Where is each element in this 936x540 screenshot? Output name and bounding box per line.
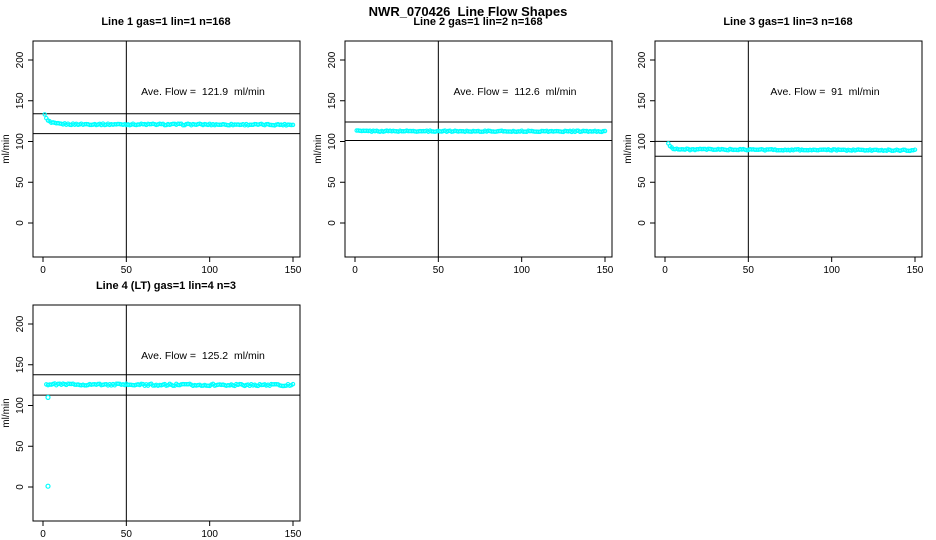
subplot-title: Line 3 gas=1 lin=3 n=168 — [723, 16, 853, 28]
y-axis: 0 50 100 150 200 ml/min — [1, 51, 33, 226]
data-point — [170, 383, 176, 388]
data-point — [601, 128, 606, 134]
x-axis: 0 50 100 150 — [40, 521, 302, 540]
x-tick-label: 0 — [40, 529, 46, 540]
y-tick-label: 200 — [15, 51, 26, 68]
data-point — [912, 147, 918, 152]
y-tick-label: 0 — [15, 484, 26, 490]
data-point — [289, 122, 294, 128]
x-tick-label: 150 — [285, 529, 302, 540]
y-tick-label: 150 — [15, 92, 26, 109]
plot-box — [654, 40, 923, 258]
y-tick-label: 100 — [327, 133, 338, 150]
x-tick-label: 0 — [352, 265, 358, 276]
y-tick-label: 100 — [15, 133, 26, 150]
y-tick-label: 200 — [15, 315, 26, 332]
ave-flow-annotation: Ave. Flow = 112.6 ml/min — [453, 86, 577, 98]
y-tick-label: 0 — [637, 220, 648, 226]
x-tick-label: 100 — [513, 265, 530, 276]
x-tick-label: 100 — [823, 265, 840, 276]
series-points — [354, 128, 608, 135]
y-tick-label: 100 — [15, 397, 26, 414]
reference-lines — [33, 41, 300, 257]
series-points — [42, 112, 296, 128]
plot-box — [32, 304, 301, 522]
data-point — [42, 112, 47, 117]
subplot-title: Line 4 (LT) gas=1 lin=4 n=3 — [95, 280, 237, 292]
data-point — [139, 381, 144, 387]
y-axis-label: ml/min — [313, 134, 324, 163]
ave-flow-annotation: Ave. Flow = 125.2 ml/min — [141, 350, 265, 362]
plot-box — [344, 40, 613, 258]
y-tick-label: 50 — [15, 176, 26, 188]
x-tick-label: 100 — [201, 265, 218, 276]
x-tick-label: 0 — [40, 265, 46, 276]
y-axis-label: ml/min — [1, 134, 12, 163]
ave-flow-annotation: Ave. Flow = 121.9 ml/min — [141, 86, 265, 98]
outlier-point — [45, 394, 51, 400]
y-tick-label: 150 — [327, 92, 338, 109]
x-tick-label: 50 — [743, 265, 755, 276]
x-tick-label: 50 — [121, 529, 133, 540]
y-axis: 0 50 100 150 200 ml/min — [1, 315, 33, 490]
data-point — [290, 381, 296, 387]
reference-lines — [345, 41, 612, 257]
x-tick-label: 0 — [662, 265, 668, 276]
subplot-title: Line 2 gas=1 lin=2 n=168 — [413, 16, 543, 28]
y-axis: 0 50 100 150 200 ml/min — [623, 51, 655, 226]
series-points — [44, 381, 296, 489]
y-tick-label: 50 — [327, 176, 338, 188]
y-tick-label: 0 — [15, 220, 26, 226]
y-axis-label: ml/min — [1, 398, 12, 427]
plot-area: 0 50 100 150 0 50 100 150 200 ml/min — [1, 304, 302, 540]
series-points — [666, 141, 918, 154]
y-axis: 0 50 100 150 200 ml/min — [313, 51, 345, 226]
x-tick-label: 100 — [201, 529, 218, 540]
plot-box — [32, 40, 301, 258]
y-tick-label: 0 — [327, 220, 338, 226]
plot-area: 0 50 100 150 0 50 100 150 200 ml/min — [313, 40, 614, 276]
subplot-line-3: Line 3 gas=1 lin=3 n=168 Ave. Flow = 91 … — [622, 0, 936, 276]
y-tick-label: 200 — [327, 51, 338, 68]
y-tick-label: 100 — [637, 133, 648, 150]
y-tick-label: 50 — [15, 440, 26, 452]
outlier-point — [45, 483, 51, 489]
x-axis: 0 50 100 150 — [352, 257, 614, 276]
y-axis-label: ml/min — [623, 134, 634, 163]
subplot-line-2: Line 2 gas=1 lin=2 n=168 Ave. Flow = 112… — [312, 0, 626, 276]
x-tick-label: 150 — [285, 265, 302, 276]
data-point — [290, 122, 296, 128]
y-tick-label: 200 — [637, 51, 648, 68]
x-tick-label: 50 — [433, 265, 445, 276]
main-title: NWR_070426 Line Flow Shapes — [368, 4, 568, 19]
x-tick-label: 50 — [121, 265, 133, 276]
y-tick-label: 150 — [637, 92, 648, 109]
x-axis: 0 50 100 150 — [662, 257, 924, 276]
subplot-line-4: Line 4 (LT) gas=1 lin=4 n=3 Ave. Flow = … — [0, 264, 314, 540]
x-axis: 0 50 100 150 — [40, 257, 302, 276]
subplot-title: Line 1 gas=1 lin=1 n=168 — [101, 16, 231, 28]
data-point — [602, 128, 608, 134]
reference-lines — [33, 305, 300, 521]
y-tick-label: 150 — [15, 356, 26, 373]
plot-area: 0 50 100 150 0 50 100 150 200 ml/min — [623, 40, 924, 276]
y-tick-label: 50 — [637, 176, 648, 188]
x-tick-label: 150 — [597, 265, 614, 276]
plot-area: 0 50 100 150 0 50 100 150 200 ml/min — [1, 40, 302, 276]
x-tick-label: 150 — [907, 265, 924, 276]
ave-flow-annotation: Ave. Flow = 91 ml/min — [770, 86, 880, 98]
subplot-line-1: Line 1 gas=1 lin=1 n=168 Ave. Flow = 121… — [0, 0, 314, 276]
